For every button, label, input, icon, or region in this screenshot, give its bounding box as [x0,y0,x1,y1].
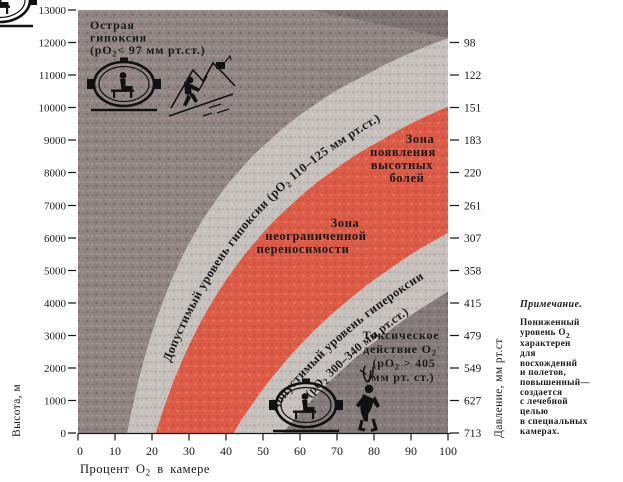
note-title: Примечание. [520,299,583,310]
svg-text:мм рт. ст.): мм рт. ст.) [372,370,435,384]
y-left-tick-label: 13000 [39,5,67,17]
svg-text:переносимости: переносимости [257,242,350,256]
y-right-tick-label: 151 [464,103,482,115]
y-right-tick-label: 627 [464,396,482,408]
corner-shading [310,10,448,38]
pressure-chamber-icon [0,0,37,28]
y-right-axis-title: Давление, мм рт.ст [493,338,505,438]
y-left-tick-label: 6000 [44,233,67,245]
x-axis-ticks [77,433,449,441]
svg-text:неограниченной: неограниченной [265,229,366,243]
x-tick-label: 10 [109,444,121,458]
y-left-tick-label: 2000 [44,363,67,375]
mountain-climber-icon [168,54,236,117]
svg-text:появления: появления [370,145,436,159]
x-tick-label: 60 [294,444,306,458]
svg-text:высотных: высотных [371,158,433,172]
y-left-axis-title: Высота, м [11,384,23,437]
svg-text:Зона: Зона [406,132,435,146]
y-right-tick-label: 479 [464,331,482,343]
y-right-tick-label: 122 [464,70,482,82]
y-left-tick-label: 10000 [39,103,67,115]
toxic-oxygen-label: Токсическое действие O2 (pO2 > 405 мм рт… [363,328,440,384]
y-left-tick-label: 0 [61,428,67,440]
y-left-tick-label: 5000 [44,266,67,278]
y-right-tick-label: 307 [464,233,482,245]
x-tick-label: 100 [439,444,457,458]
y-left-tick-label: 9000 [44,135,67,147]
svg-text:гипоксия: гипоксия [90,31,147,45]
y-left-tick-label: 1000 [44,396,67,408]
svg-text:Зона: Зона [331,216,360,230]
diver-icon [356,365,380,432]
zone-toxic-oxygen-area [283,291,448,433]
y-left-tick-label: 3000 [44,331,67,343]
x-tick-label: 0 [77,444,83,458]
acute-hypoxia-label: Острая гипоксия (pO2< 97 мм рт.ст.) [90,18,205,59]
y-left-tick-label: 8000 [44,168,67,180]
y-right-tick-label: 415 [464,298,482,310]
y-left-tick-label: 11000 [39,70,67,82]
x-tick-label: 40 [220,444,232,458]
x-tick-label: 30 [183,444,195,458]
note-block: Примечание. Пониженный уровень O2 характ… [520,299,620,437]
x-tick-label: 50 [257,444,269,458]
svg-text:болей: болей [390,171,425,185]
zone-admissible-hyperoxia-band [233,232,448,433]
x-axis: 0 10 20 30 40 50 60 70 80 90 100 Процент… [77,432,457,478]
x-tick-label: 90 [405,444,417,458]
svg-text:(pO2< 97 мм рт.ст.): (pO2< 97 мм рт.ст.) [90,43,205,59]
unlimited-tolerance-zone-label: Зона неограниченной переносимости [257,216,366,256]
y-right-tick-label: 713 [464,428,482,440]
svg-text:действие O2: действие O2 [363,342,437,358]
zone-red-tolerance-area [155,106,449,433]
note-body: Пониженный уровень O2 характерен для вос… [520,318,590,437]
y-axis-left: 13000 12000 11000 10000 9000 8000 7000 6… [11,5,76,440]
x-axis-title: Процент O2 в камере [80,462,210,478]
y-right-tick-label: 183 [464,135,482,147]
zone-admissible-hypoxia-band [127,38,449,433]
altitude-pain-zone-label: Зона появления высотных болей [370,132,436,185]
y-left-tick-label: 12000 [39,38,67,50]
svg-text:Острая: Острая [90,18,135,32]
y-right-tick-label: 98 [464,38,476,50]
y-right-tick-label: 261 [464,201,482,213]
y-left-tick-label: 4000 [44,298,67,310]
x-tick-label: 70 [331,444,343,458]
y-left-ticks [68,9,76,434]
y-axis-right: 98 122 151 183 220 261 307 358 415 479 5… [450,38,505,440]
x-tick-label: 80 [368,444,380,458]
y-left-tick-label: 7000 [44,201,67,213]
y-right-tick-label: 220 [464,168,482,180]
y-right-ticks [450,41,459,434]
y-right-tick-label: 549 [464,363,482,375]
svg-text:Токсическое: Токсическое [363,328,440,342]
y-right-tick-label: 358 [464,266,482,278]
x-tick-label: 20 [146,444,158,458]
svg-text:(pO2 > 405: (pO2 > 405 [372,356,435,372]
